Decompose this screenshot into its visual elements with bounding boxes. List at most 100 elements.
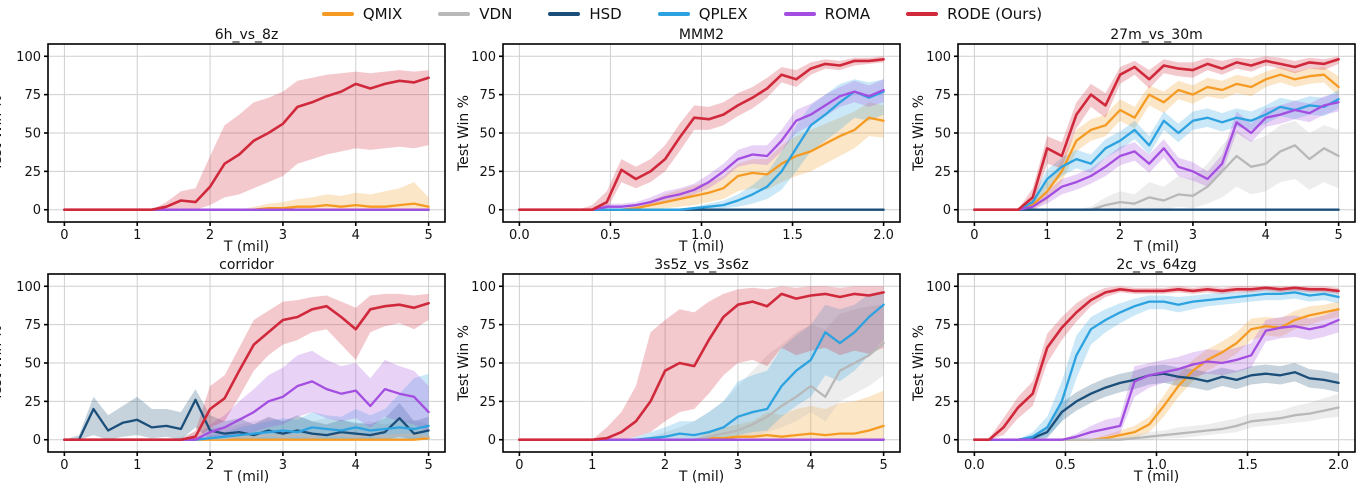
y-tick-label: 50	[934, 127, 951, 142]
y-tick-label: 25	[934, 395, 951, 410]
x-tick-label: 4	[352, 228, 360, 243]
x-tick-label: 3	[1189, 228, 1197, 243]
x-tick-label: 5	[424, 458, 432, 473]
series-band-rode	[64, 70, 429, 210]
y-tick-label: 25	[934, 165, 951, 180]
legend-label-qmix: QMIX	[362, 5, 403, 23]
y-tick-label: 75	[934, 88, 951, 103]
x-axis-label: T (mil)	[1133, 469, 1179, 485]
y-tick-label: 50	[24, 127, 41, 142]
x-tick-label: 2.0	[1328, 458, 1349, 473]
x-tick-label: 1	[1043, 228, 1051, 243]
series-line-roma	[973, 101, 1340, 211]
legend-swatch-vdn	[438, 12, 471, 16]
series-line-rode	[518, 57, 885, 211]
legend-item-qmix: QMIX	[321, 5, 403, 23]
legend-item-rode: RODE (Ours)	[906, 5, 1042, 23]
legend-item-vdn: VDN	[438, 5, 512, 23]
series-line-rode	[973, 286, 1340, 441]
series-band-qmix	[64, 182, 429, 210]
legend-item-qplex: QPLEX	[657, 5, 748, 23]
y-tick-label: 100	[471, 280, 496, 295]
x-tick-label: 1	[133, 458, 141, 473]
y-tick-label: 0	[33, 433, 41, 448]
y-tick-label: 25	[479, 395, 496, 410]
series-band-qplex	[974, 287, 1339, 440]
x-tick-label: 4	[1262, 228, 1270, 243]
x-tick-label: 2.0	[873, 228, 894, 243]
legend-swatch-hsd	[548, 12, 581, 16]
y-tick-label: 0	[943, 433, 951, 448]
legend-item-roma: ROMA	[783, 5, 871, 23]
y-tick-label: 0	[943, 203, 951, 218]
y-axis-label: Test Win %	[456, 95, 472, 172]
chart-title: 3s5z_vs_3s6z	[654, 257, 749, 273]
legend-label-hsd: HSD	[589, 5, 622, 23]
series-band-rode	[64, 293, 429, 440]
x-tick-label: 0.5	[1055, 458, 1076, 473]
series-band-qplex	[519, 79, 884, 210]
series-band-roma	[519, 79, 884, 210]
x-tick-label: 2	[206, 458, 214, 473]
x-tick-label: 1.5	[782, 228, 803, 243]
y-axis-label: Test Win %	[0, 325, 5, 402]
y-tick-label: 75	[24, 88, 41, 103]
x-tick-label: 2	[206, 228, 214, 243]
x-tick-label: 1.0	[1146, 458, 1167, 473]
y-tick-label: 75	[24, 318, 41, 333]
y-tick-label: 75	[479, 88, 496, 103]
series-band-vdn	[974, 120, 1339, 210]
chart-MMM2: 0.0 0.5 1.0 1.5 2.0 0 25 50 75 100 MMM2 T (mil) Test…	[456, 27, 901, 255]
chart-title: corridor	[219, 257, 274, 273]
x-tick-label: 0	[970, 228, 978, 243]
legend-swatch-qplex	[657, 12, 690, 16]
legend-label-qplex: QPLEX	[698, 5, 748, 23]
y-tick-label: 25	[479, 165, 496, 180]
series-band-qmix	[974, 301, 1339, 440]
chart-title: MMM2	[679, 27, 724, 43]
y-axis-label: Test Win %	[0, 95, 5, 172]
x-tick-label: 4	[352, 458, 360, 473]
series-line-roma	[973, 318, 1340, 441]
legend-label-roma: ROMA	[824, 5, 871, 23]
y-tick-label: 100	[471, 50, 496, 65]
chart-title: 2c_vs_64zg	[1116, 257, 1196, 273]
legend-swatch-rode	[906, 12, 939, 16]
x-tick-label: 1.0	[691, 228, 712, 243]
y-tick-label: 0	[33, 203, 41, 218]
y-tick-label: 50	[479, 127, 496, 142]
series-band-qmix	[519, 390, 884, 440]
x-axis-label: T (mil)	[678, 239, 724, 255]
y-tick-label: 50	[934, 357, 951, 372]
x-tick-label: 1	[133, 228, 141, 243]
legend-label-rode: RODE (Ours)	[947, 5, 1043, 23]
series-line-rode	[973, 57, 1340, 211]
legend-swatch-roma	[783, 12, 816, 16]
series-band-rode	[519, 286, 884, 440]
series-band-qmix	[974, 67, 1339, 210]
series-line-qplex	[973, 291, 1340, 441]
x-tick-label: 1.5	[1237, 458, 1258, 473]
series-band-roma	[974, 93, 1339, 210]
y-tick-label: 100	[16, 50, 41, 65]
chart-grid: 0 1 2 3 4 5 0 25 50 75 100 6h_vs_8z T (mil) Test Win …	[0, 26, 1364, 486]
y-axis-label: Test Win %	[456, 325, 472, 402]
series-line-rode	[63, 76, 430, 211]
y-tick-label: 0	[488, 203, 496, 218]
x-tick-label: 2	[1116, 228, 1124, 243]
series-band-qplex	[519, 290, 884, 440]
x-tick-label: 0	[515, 458, 523, 473]
y-tick-label: 100	[926, 280, 951, 295]
series-band-roma	[64, 350, 429, 440]
series-band-qmix	[519, 102, 884, 210]
x-tick-label: 0	[60, 228, 68, 243]
y-tick-label: 25	[24, 395, 41, 410]
legend-label-vdn: VDN	[479, 5, 513, 23]
x-tick-label: 0.0	[964, 458, 985, 473]
x-tick-label: 5	[879, 458, 887, 473]
